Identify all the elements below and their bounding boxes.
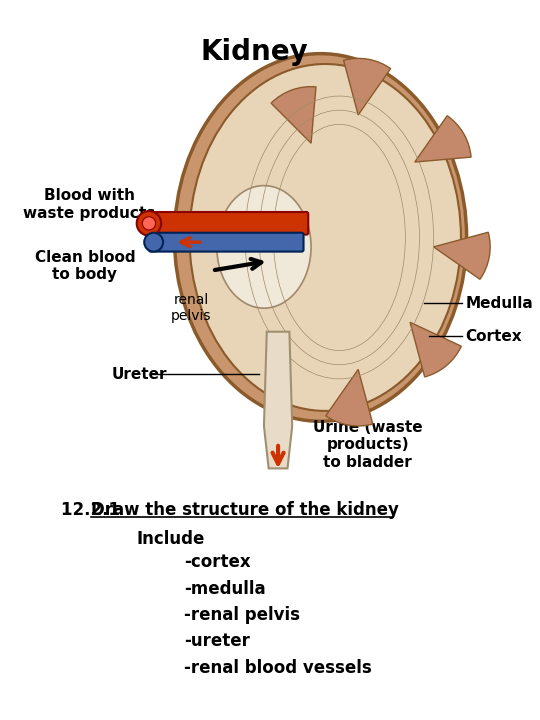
Text: Include: Include bbox=[137, 530, 205, 548]
Text: -medulla: -medulla bbox=[184, 580, 266, 598]
Text: Draw the structure of the kidney: Draw the structure of the kidney bbox=[91, 501, 399, 519]
Wedge shape bbox=[434, 233, 490, 279]
Text: -renal blood vessels: -renal blood vessels bbox=[184, 659, 372, 677]
Polygon shape bbox=[264, 332, 292, 469]
Text: -renal pelvis: -renal pelvis bbox=[184, 606, 300, 624]
FancyBboxPatch shape bbox=[144, 212, 308, 235]
Text: Urine (waste
products)
to bladder: Urine (waste products) to bladder bbox=[313, 420, 422, 469]
Text: Clean blood
to body: Clean blood to body bbox=[35, 250, 135, 282]
Ellipse shape bbox=[174, 54, 467, 421]
Text: -cortex: -cortex bbox=[184, 553, 251, 571]
Wedge shape bbox=[271, 86, 316, 143]
FancyBboxPatch shape bbox=[149, 233, 303, 251]
Text: Blood with
waste products: Blood with waste products bbox=[23, 188, 156, 220]
Wedge shape bbox=[415, 116, 471, 162]
Text: Medulla: Medulla bbox=[465, 296, 534, 311]
Wedge shape bbox=[410, 323, 461, 377]
Wedge shape bbox=[343, 58, 390, 115]
Circle shape bbox=[143, 217, 156, 230]
Text: Ureter: Ureter bbox=[111, 366, 167, 382]
Text: renal
pelvis: renal pelvis bbox=[171, 293, 212, 323]
Text: 12.2.1: 12.2.1 bbox=[61, 501, 126, 519]
Ellipse shape bbox=[217, 186, 311, 308]
Text: Cortex: Cortex bbox=[465, 329, 522, 344]
Text: Kidney: Kidney bbox=[201, 37, 308, 66]
Ellipse shape bbox=[190, 64, 461, 411]
Circle shape bbox=[137, 211, 161, 235]
Wedge shape bbox=[326, 369, 373, 426]
Circle shape bbox=[144, 233, 163, 251]
Text: -ureter: -ureter bbox=[184, 632, 249, 650]
